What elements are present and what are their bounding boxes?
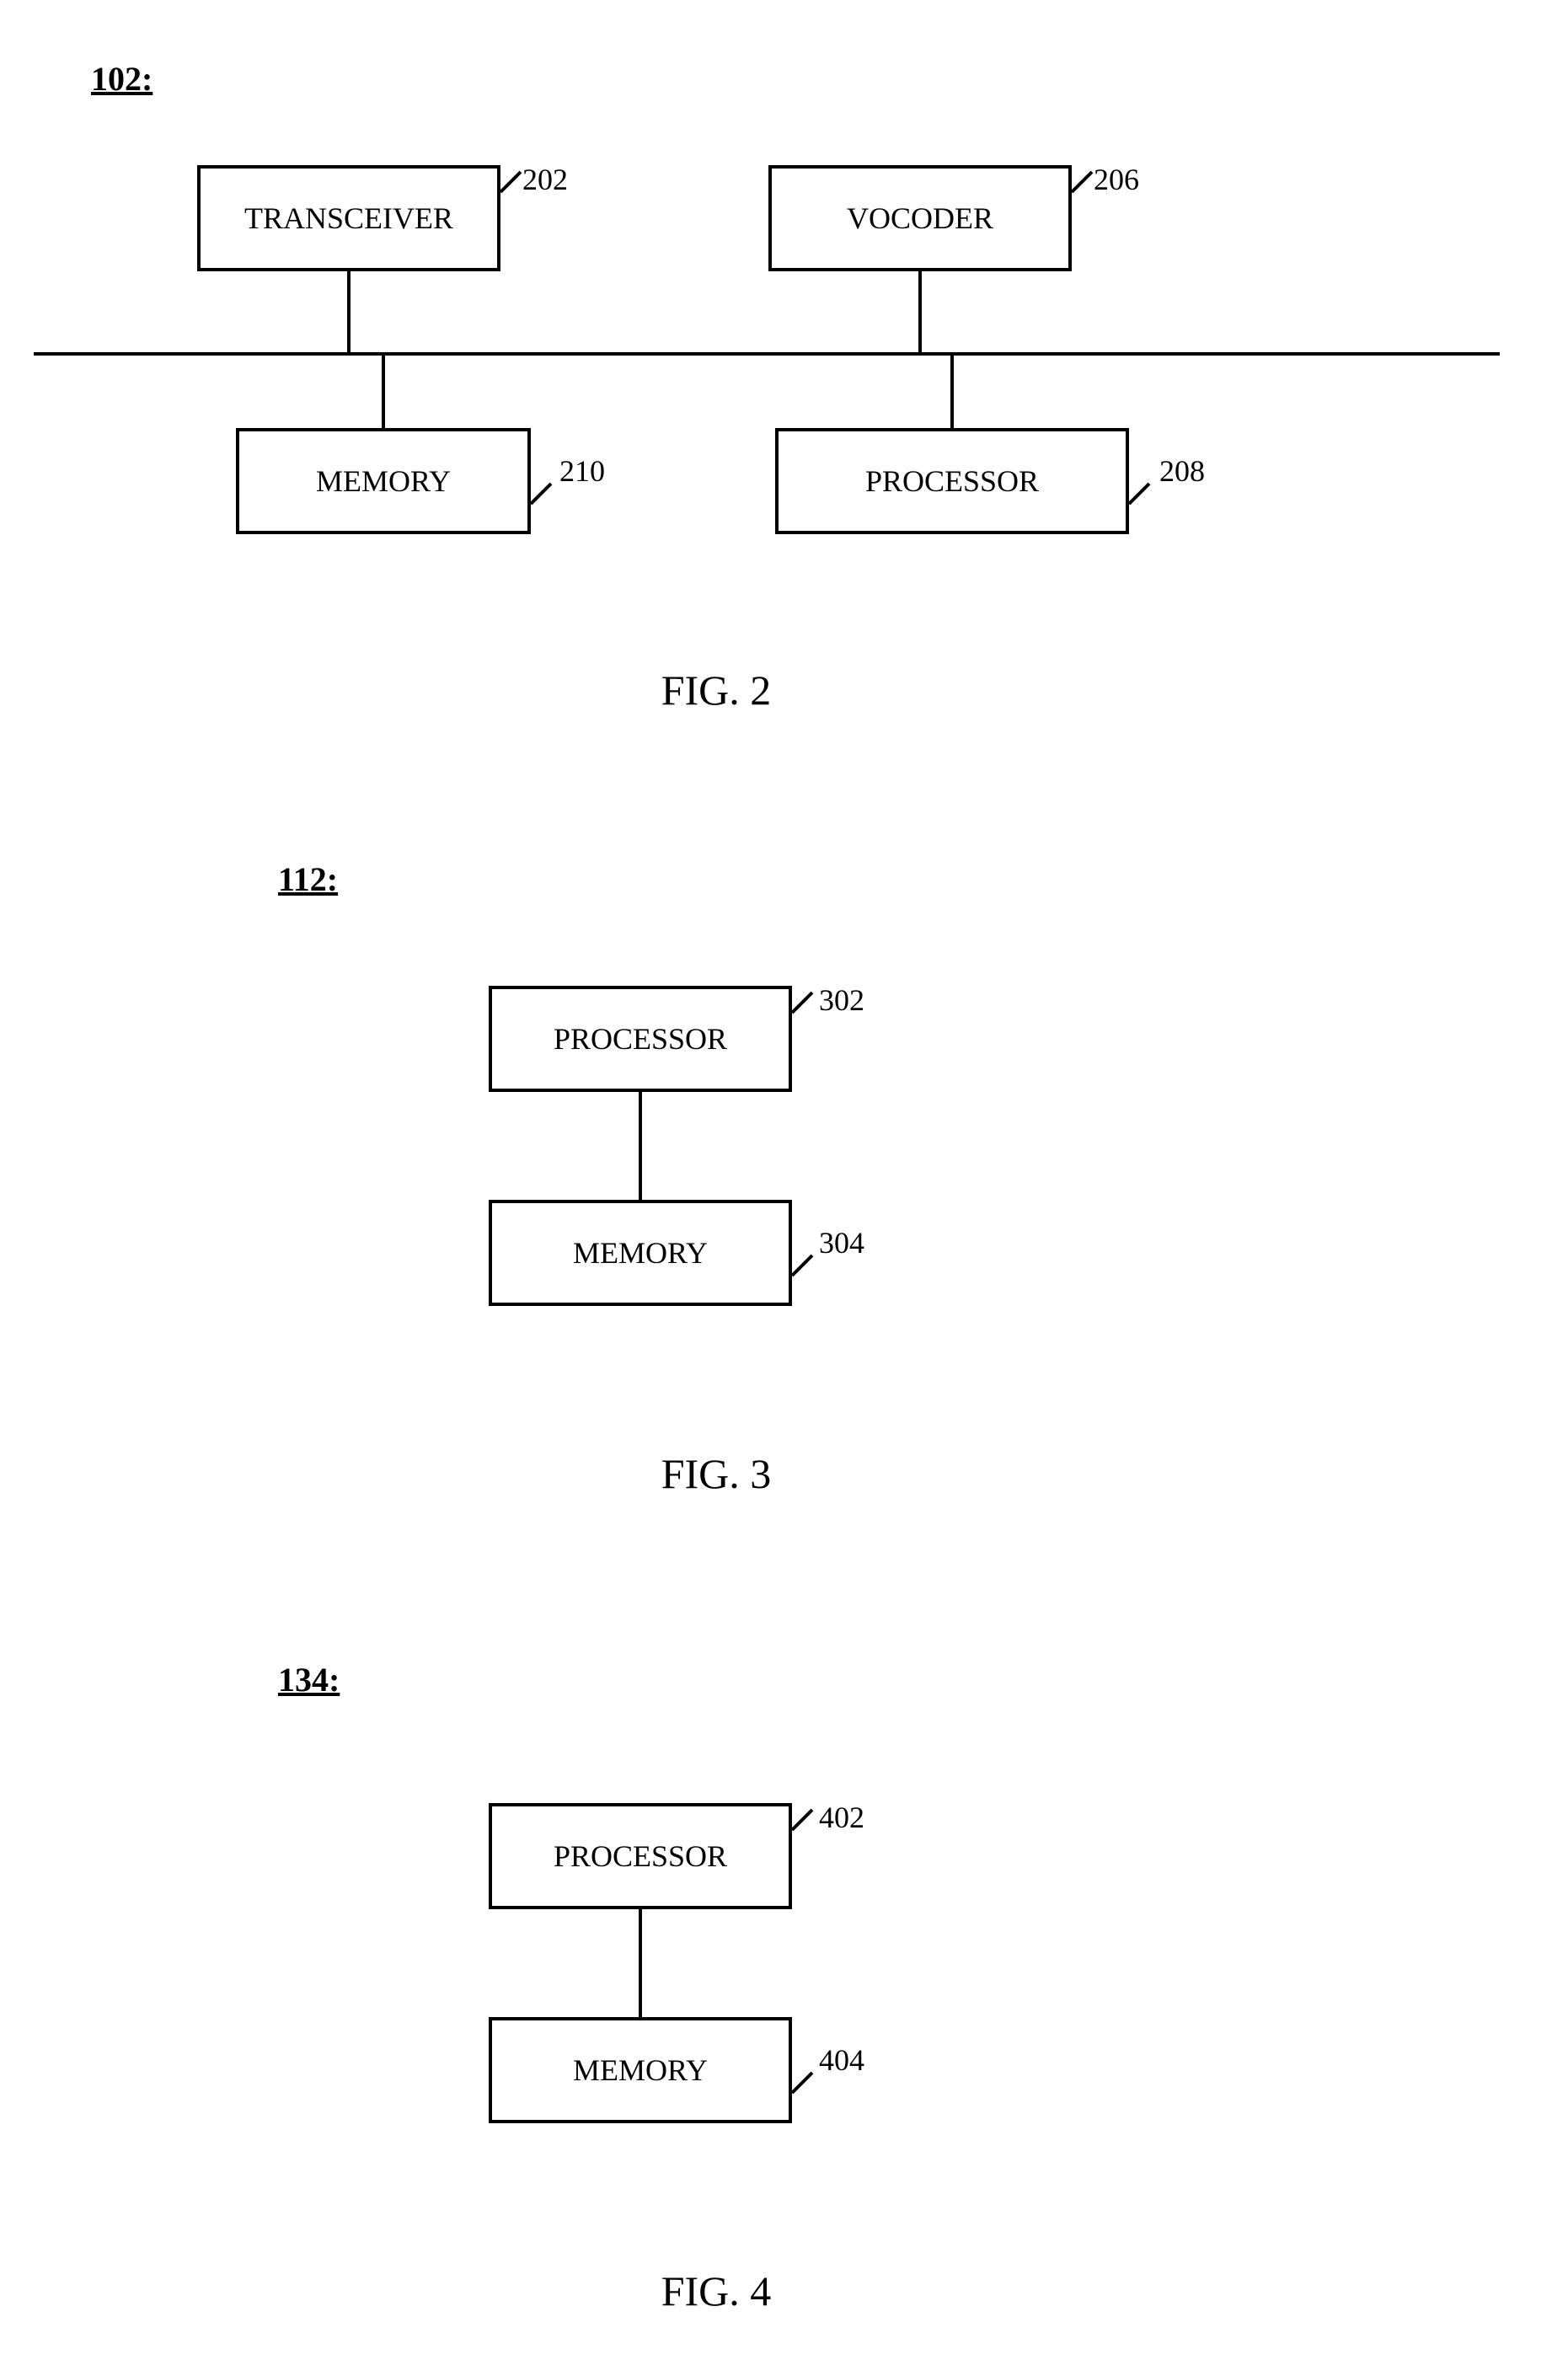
- fig3-box-processor-label: PROCESSOR: [554, 1021, 727, 1057]
- fig2-tick-vocoder: [1072, 172, 1092, 192]
- fig2-box-vocoder: VOCODER: [768, 165, 1072, 271]
- fig3-tick-processor: [792, 993, 812, 1013]
- fig2-num-vocoder: 206: [1094, 162, 1139, 197]
- fig2-box-memory-label: MEMORY: [316, 463, 451, 499]
- fig4-box-memory-label: MEMORY: [573, 2052, 708, 2088]
- fig4-caption: FIG. 4: [590, 2266, 843, 2315]
- fig2-tick-memory: [531, 484, 551, 504]
- fig4-ref-label: 134:: [278, 1660, 340, 1699]
- fig2-ref-label: 102:: [91, 59, 153, 99]
- page: 102: TRANSCEIVER 202 VOCODER 206 MEMORY …: [0, 0, 1568, 2376]
- fig2-caption: FIG. 2: [590, 666, 843, 714]
- fig2-box-transceiver-label: TRANSCEIVER: [244, 201, 453, 236]
- fig4-num-memory: 404: [819, 2042, 864, 2078]
- fig2-num-processor: 208: [1159, 453, 1205, 489]
- fig3-caption: FIG. 3: [590, 1449, 843, 1498]
- fig4-num-processor: 402: [819, 1800, 864, 1835]
- fig3-num-memory: 304: [819, 1225, 864, 1260]
- fig3-box-memory-label: MEMORY: [573, 1235, 708, 1271]
- fig3-box-memory: MEMORY: [489, 1200, 792, 1306]
- fig3-ref-label: 112:: [278, 859, 338, 899]
- fig4-tick-processor: [792, 1810, 812, 1830]
- fig2-box-processor: PROCESSOR: [775, 428, 1129, 534]
- fig2-tick-transceiver: [500, 172, 521, 192]
- fig4-box-processor: PROCESSOR: [489, 1803, 792, 1909]
- fig3-tick-memory: [792, 1255, 812, 1276]
- fig4-tick-memory: [792, 2073, 812, 2093]
- fig3-num-processor: 302: [819, 982, 864, 1018]
- fig4-box-processor-label: PROCESSOR: [554, 1838, 727, 1874]
- fig2-box-vocoder-label: VOCODER: [847, 201, 993, 236]
- fig2-tick-processor: [1129, 484, 1149, 504]
- fig2-box-processor-label: PROCESSOR: [865, 463, 1039, 499]
- fig2-num-transceiver: 202: [522, 162, 568, 197]
- fig2-box-transceiver: TRANSCEIVER: [197, 165, 500, 271]
- fig2-num-memory: 210: [559, 453, 605, 489]
- fig3-box-processor: PROCESSOR: [489, 986, 792, 1092]
- fig2-box-memory: MEMORY: [236, 428, 531, 534]
- fig4-box-memory: MEMORY: [489, 2017, 792, 2123]
